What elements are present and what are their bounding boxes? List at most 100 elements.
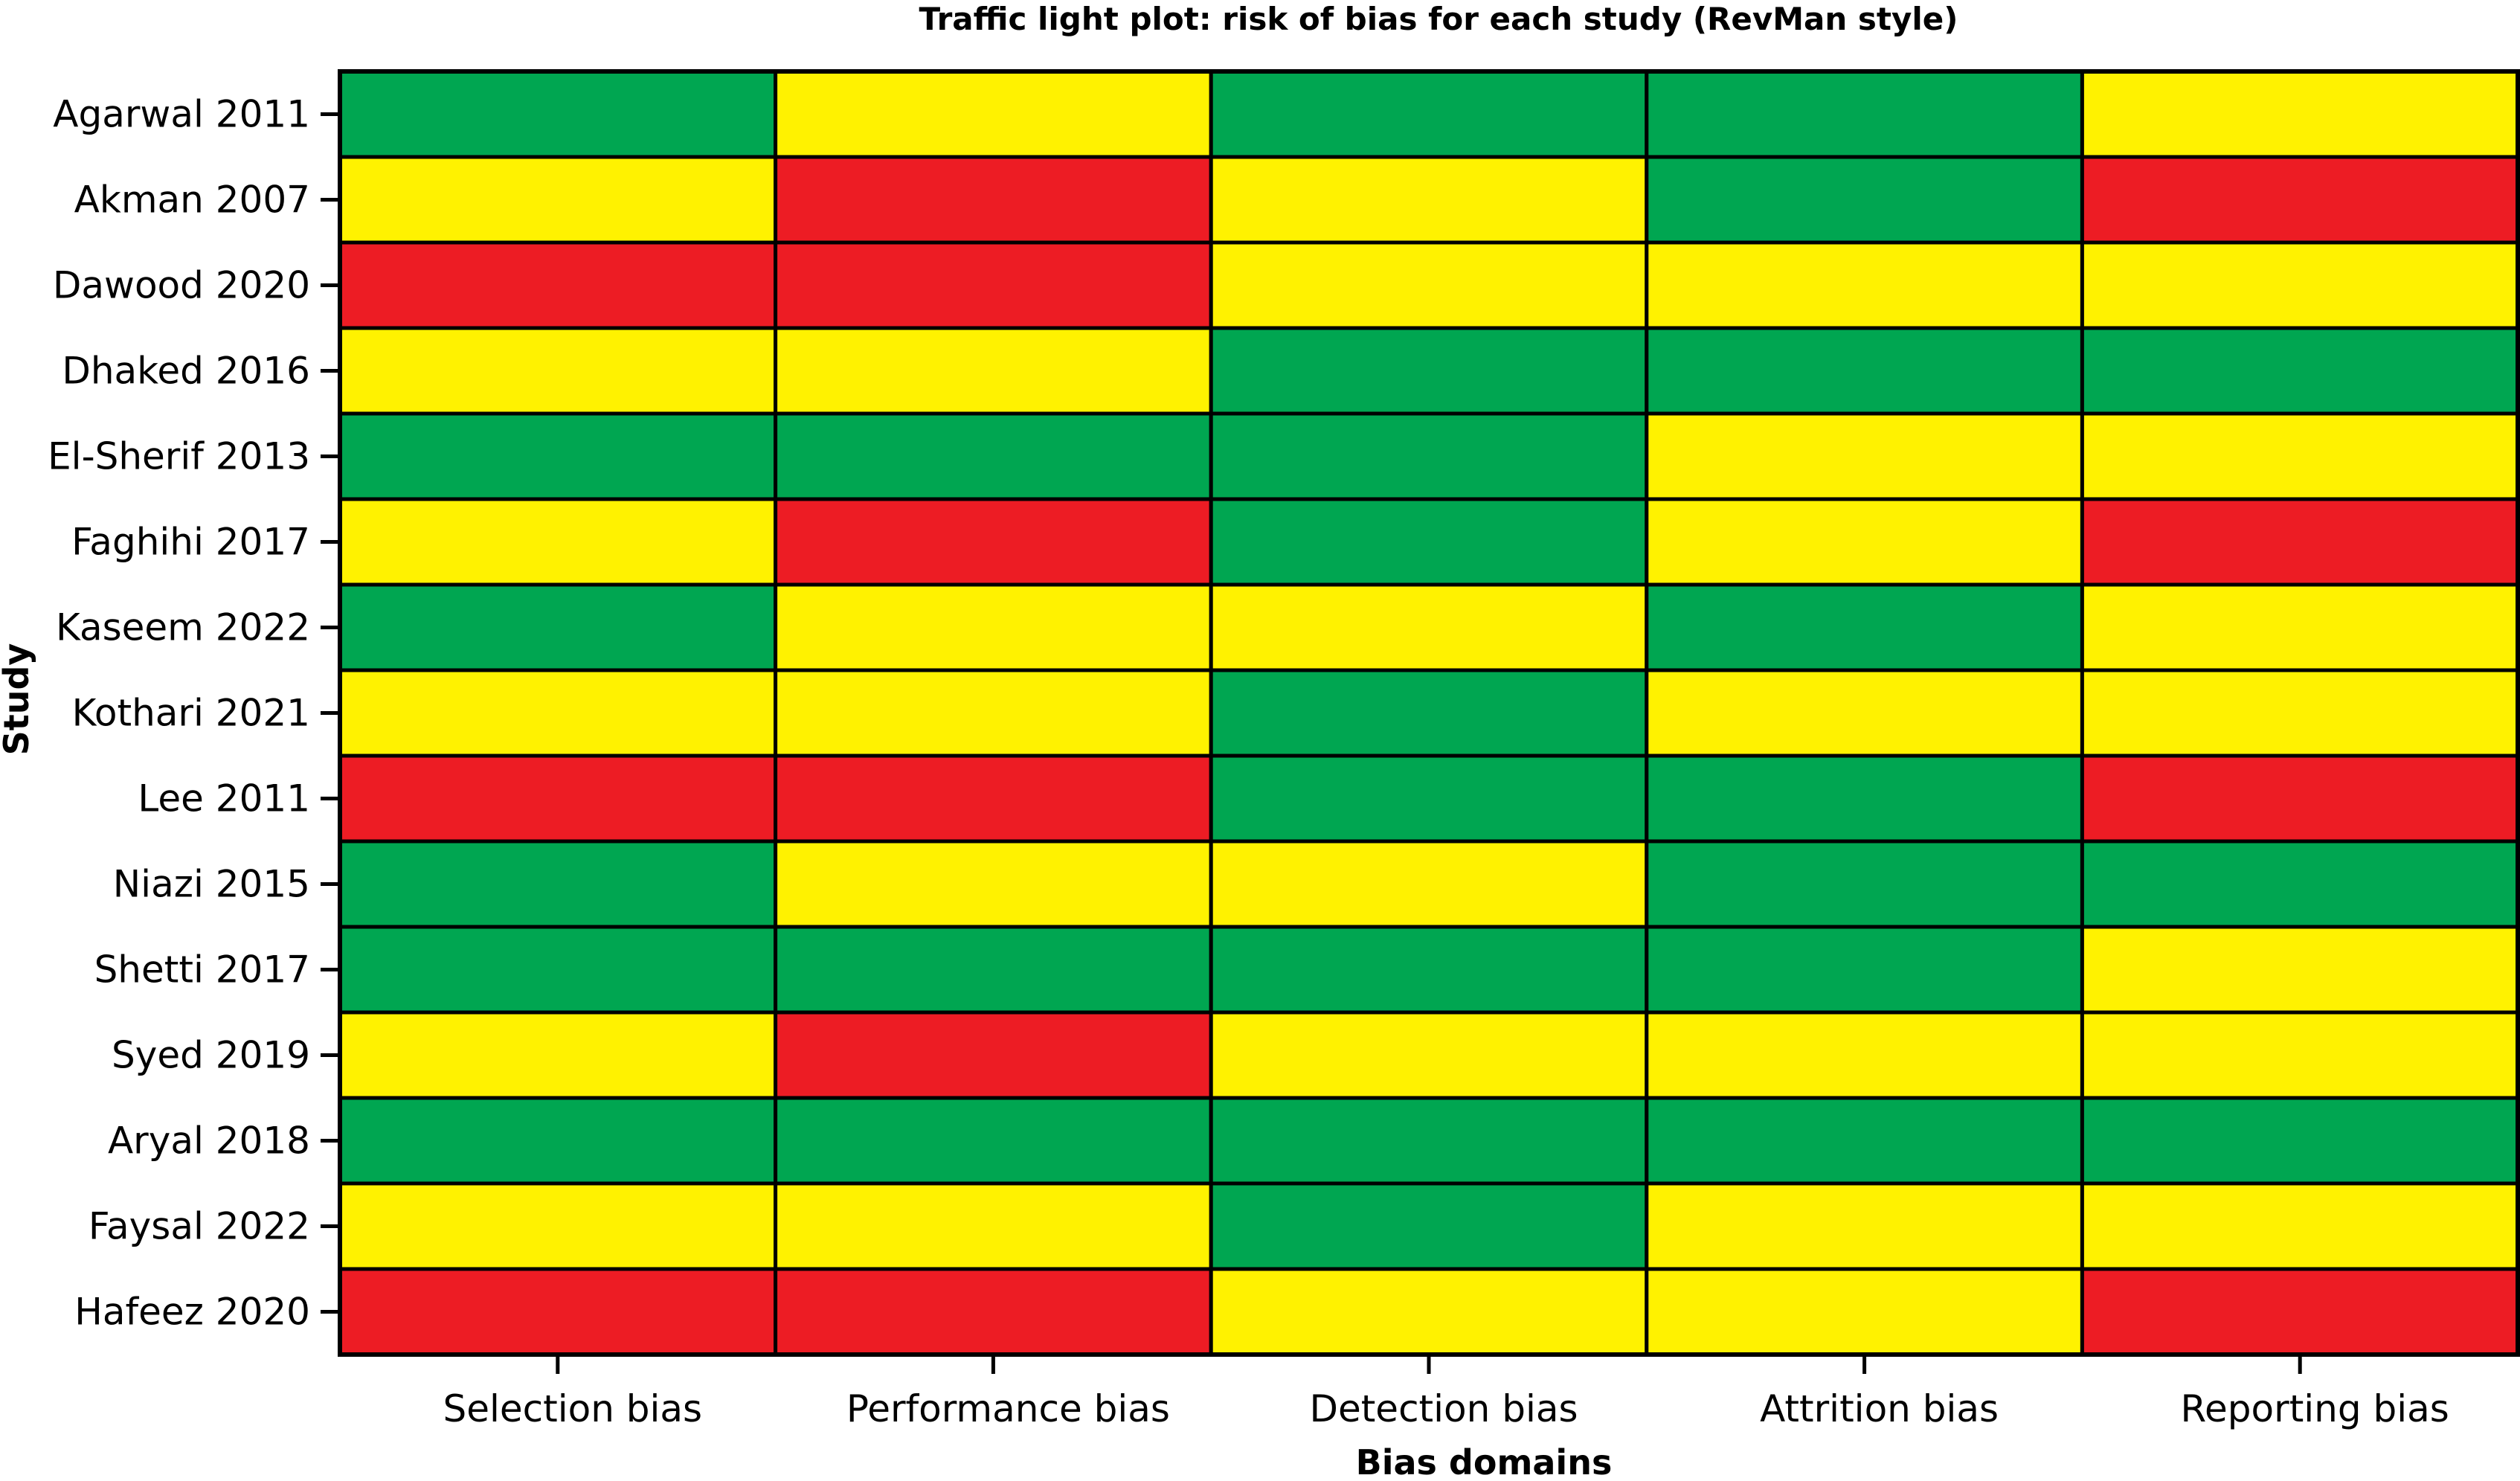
cell-8-1 xyxy=(338,668,778,758)
y-tick-label: Hafeez 2020 xyxy=(74,1291,310,1334)
cell-2-4 xyxy=(1645,155,2084,245)
cell-10-3 xyxy=(1209,839,1649,929)
cell-3-4 xyxy=(1645,240,2084,330)
cell-4-4 xyxy=(1645,326,2084,416)
cell-7-1 xyxy=(338,582,778,672)
cell-7-3 xyxy=(1209,582,1649,672)
cell-12-5 xyxy=(2080,1010,2520,1100)
cell-9-5 xyxy=(2080,754,2520,844)
x-tick-label: Performance bias xyxy=(846,1387,1170,1430)
cell-14-1 xyxy=(338,1181,778,1271)
cell-15-4 xyxy=(1645,1267,2084,1357)
cell-11-3 xyxy=(1209,925,1649,1015)
cell-1-3 xyxy=(1209,69,1649,159)
cell-6-4 xyxy=(1645,497,2084,587)
cell-6-2 xyxy=(774,497,1213,587)
chart-title: Traffic light plot: risk of bias for eac… xyxy=(919,1,1958,37)
ticks-layer: Agarwal 2011 Akman 2007 Dawood 2020 Dhaked … xyxy=(48,93,2449,1431)
cell-12-3 xyxy=(1209,1010,1649,1100)
x-tick-label: Selection bias xyxy=(443,1387,702,1430)
cell-8-2 xyxy=(774,668,1213,758)
cell-10-5 xyxy=(2080,839,2520,929)
cell-2-5 xyxy=(2080,155,2520,245)
cell-14-3 xyxy=(1209,1181,1649,1271)
cell-11-1 xyxy=(338,925,778,1015)
y-tick-label: Dawood 2020 xyxy=(53,264,310,307)
y-axis-title: Study xyxy=(0,643,36,756)
y-tick-label: Lee 2011 xyxy=(138,777,310,820)
y-tick-label: Akman 2007 xyxy=(74,179,310,222)
cell-11-2 xyxy=(774,925,1213,1015)
cell-15-2 xyxy=(774,1267,1213,1357)
cell-3-5 xyxy=(2080,240,2520,330)
cell-5-5 xyxy=(2080,411,2520,501)
y-tick-label: Niazi 2015 xyxy=(113,863,310,906)
y-tick-label: Kaseem 2022 xyxy=(56,606,310,649)
cell-3-3 xyxy=(1209,240,1649,330)
x-tick-label: Attrition bias xyxy=(1760,1387,1999,1430)
cell-8-4 xyxy=(1645,668,2084,758)
cell-15-3 xyxy=(1209,1267,1649,1357)
cell-1-4 xyxy=(1645,69,2084,159)
cell-2-2 xyxy=(774,155,1213,245)
y-tick-label: Dhaked 2016 xyxy=(62,350,310,393)
x-tick-label: Reporting bias xyxy=(2181,1387,2449,1430)
cell-5-4 xyxy=(1645,411,2084,501)
x-axis-title: Bias domains xyxy=(1356,1442,1613,1481)
x-tick-label: Detection bias xyxy=(1309,1387,1578,1430)
y-tick-label: Syed 2019 xyxy=(112,1034,310,1077)
cell-3-2 xyxy=(774,240,1213,330)
cells-layer xyxy=(338,69,2520,1357)
cell-6-3 xyxy=(1209,497,1649,587)
cell-4-3 xyxy=(1209,326,1649,416)
cell-5-1 xyxy=(338,411,778,501)
cell-13-4 xyxy=(1645,1096,2084,1186)
cell-6-5 xyxy=(2080,497,2520,587)
cell-13-1 xyxy=(338,1096,778,1186)
cell-6-1 xyxy=(338,497,778,587)
cell-10-4 xyxy=(1645,839,2084,929)
cell-12-4 xyxy=(1645,1010,2084,1100)
cell-1-1 xyxy=(338,69,778,159)
cell-12-1 xyxy=(338,1010,778,1100)
y-tick-label: Shetti 2017 xyxy=(94,948,310,992)
cell-9-1 xyxy=(338,754,778,844)
cell-14-4 xyxy=(1645,1181,2084,1271)
cell-5-2 xyxy=(774,411,1213,501)
y-tick-label: Kothari 2021 xyxy=(72,692,310,735)
y-tick-label: El-Sherif 2013 xyxy=(48,435,310,478)
cell-3-1 xyxy=(338,240,778,330)
cell-2-1 xyxy=(338,155,778,245)
cell-5-3 xyxy=(1209,411,1649,501)
cell-4-2 xyxy=(774,326,1213,416)
cell-8-5 xyxy=(2080,668,2520,758)
cell-11-4 xyxy=(1645,925,2084,1015)
cell-11-5 xyxy=(2080,925,2520,1015)
cell-13-3 xyxy=(1209,1096,1649,1186)
cell-15-1 xyxy=(338,1267,778,1357)
y-tick-label: Faysal 2022 xyxy=(89,1205,310,1248)
cell-9-4 xyxy=(1645,754,2084,844)
cell-4-1 xyxy=(338,326,778,416)
cell-10-2 xyxy=(774,839,1213,929)
cell-9-2 xyxy=(774,754,1213,844)
cell-7-2 xyxy=(774,582,1213,672)
cell-13-2 xyxy=(774,1096,1213,1186)
cell-12-2 xyxy=(774,1010,1213,1100)
cell-15-5 xyxy=(2080,1267,2520,1357)
cell-9-3 xyxy=(1209,754,1649,844)
cell-7-5 xyxy=(2080,582,2520,672)
cell-4-5 xyxy=(2080,326,2520,416)
cell-1-5 xyxy=(2080,69,2520,159)
cell-14-2 xyxy=(774,1181,1213,1271)
y-tick-label: Faghihi 2017 xyxy=(71,521,310,564)
cell-14-5 xyxy=(2080,1181,2520,1271)
y-tick-label: Aryal 2018 xyxy=(108,1119,310,1163)
cell-13-5 xyxy=(2080,1096,2520,1186)
cell-10-1 xyxy=(338,839,778,929)
cell-8-3 xyxy=(1209,668,1649,758)
cell-2-3 xyxy=(1209,155,1649,245)
y-tick-label: Agarwal 2011 xyxy=(53,93,310,136)
